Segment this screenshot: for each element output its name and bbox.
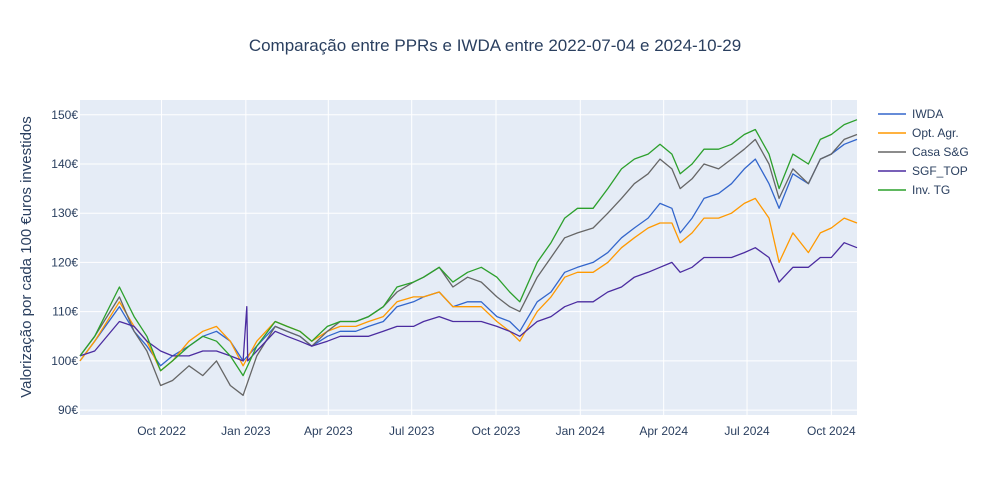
x-tick-label: Jan 2023 <box>221 424 271 438</box>
legend-label-opt-agr: Opt. Agr. <box>912 126 959 140</box>
series-line-opt-agr <box>79 197 858 372</box>
series-line-iwda <box>79 138 858 367</box>
y-tick-label: 90€ <box>58 403 78 417</box>
x-tick-label: Oct 2023 <box>472 424 521 438</box>
legend-label-iwda: IWDA <box>912 107 943 121</box>
x-tick-label: Jul 2023 <box>389 424 435 438</box>
legend-label-sgf-top: SGF_TOP <box>912 164 968 178</box>
series-line-inv-tg <box>79 119 858 377</box>
x-tick-label: Jul 2024 <box>724 424 770 438</box>
series-lines <box>79 119 858 396</box>
y-axis: 90€ 100€ 110€ 120€ 130€ 140€ 150€ <box>51 108 78 417</box>
y-tick-label: 130€ <box>51 206 78 220</box>
x-axis: Oct 2022 Jan 2023 Apr 2023 Jul 2023 Oct 2023… <box>137 424 856 438</box>
plot-area <box>80 100 857 415</box>
chart-title: Comparação entre PPRs e IWDA entre 2022-… <box>249 36 741 55</box>
legend: IWDA Opt. Agr. Casa S&G SGF_TOP Inv. TG <box>878 107 969 197</box>
x-tick-label: Apr 2023 <box>304 424 353 438</box>
x-gridlines <box>161 100 832 415</box>
x-tick-label: Apr 2024 <box>639 424 688 438</box>
series-line-sgf-top <box>79 242 858 362</box>
y-gridlines <box>80 114 857 411</box>
y-tick-label: 100€ <box>51 354 78 368</box>
legend-label-inv-tg: Inv. TG <box>912 183 950 197</box>
y-tick-label: 120€ <box>51 255 78 269</box>
legend-label-casa-s-g: Casa S&G <box>912 145 969 159</box>
x-tick-label: Jan 2024 <box>556 424 606 438</box>
y-tick-label: 140€ <box>51 157 78 171</box>
y-axis-title: Valorização por cada 100 €uros investido… <box>18 116 35 398</box>
series-line-casa-s-g <box>79 133 858 396</box>
y-tick-label: 110€ <box>52 305 78 319</box>
x-tick-label: Oct 2022 <box>137 424 186 438</box>
y-tick-label: 150€ <box>51 108 78 122</box>
x-tick-label: Oct 2024 <box>807 424 856 438</box>
